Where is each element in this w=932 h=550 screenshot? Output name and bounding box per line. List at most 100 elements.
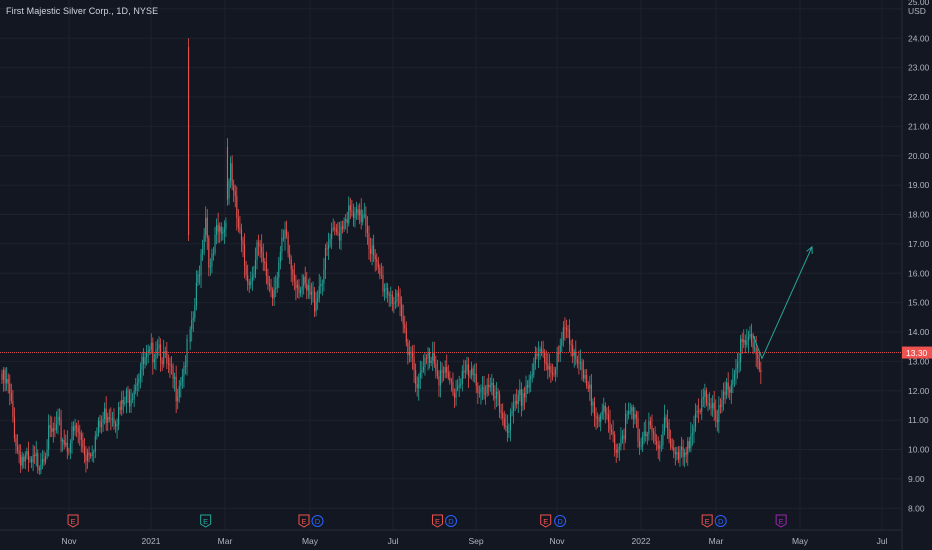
candle-body <box>419 372 421 378</box>
candle-body <box>458 384 460 387</box>
candle-body <box>396 292 398 302</box>
candle-body <box>427 352 429 359</box>
candle-body <box>533 363 535 375</box>
candle-body <box>326 248 328 250</box>
candle-body <box>682 446 684 457</box>
candle-body <box>590 384 592 406</box>
candle-body <box>119 407 121 411</box>
candle-body <box>205 217 207 236</box>
candle-body <box>110 418 112 420</box>
candle-body <box>726 382 728 395</box>
projection-arrow-line <box>752 246 813 360</box>
event-marker-label: E <box>435 517 440 526</box>
candle-body <box>589 384 591 389</box>
candle-body <box>481 386 484 389</box>
candle-body <box>483 386 485 395</box>
candle-body <box>671 446 673 448</box>
dividend-marker[interactable] <box>554 515 567 527</box>
earnings-marker[interactable] <box>540 514 552 528</box>
candle-body <box>520 389 522 406</box>
candle-body <box>111 418 113 420</box>
candle-body <box>502 413 504 418</box>
candle-body <box>492 382 494 397</box>
time-tick-label: 2022 <box>632 536 651 546</box>
candle-body <box>556 352 558 370</box>
candle-body <box>413 357 415 371</box>
candle-body <box>188 47 190 236</box>
candle-body <box>727 382 729 390</box>
candle-body <box>253 274 255 278</box>
candle-body <box>495 391 498 399</box>
candle-body <box>114 423 117 427</box>
candle-body <box>752 342 754 349</box>
candle-body <box>122 399 124 404</box>
candle-body <box>586 374 588 387</box>
candle-body <box>373 245 375 256</box>
candle-body <box>527 385 529 388</box>
candle-body <box>618 446 620 449</box>
candle-body <box>620 438 622 447</box>
candle-body <box>292 269 294 275</box>
candle-body <box>474 373 476 375</box>
price-tick-label: 8.00 <box>908 503 925 513</box>
candle-body <box>272 290 274 299</box>
candle-body <box>604 405 606 414</box>
earnings-marker[interactable] <box>775 514 787 528</box>
candle-body <box>234 191 236 196</box>
candle-body <box>477 385 479 393</box>
earnings-marker[interactable] <box>431 514 443 528</box>
candle-body <box>146 352 148 358</box>
candle-body <box>77 427 79 433</box>
earnings-marker[interactable] <box>701 514 713 528</box>
earnings-marker[interactable] <box>200 514 212 528</box>
candle-body <box>393 303 395 305</box>
candle-body <box>530 376 532 380</box>
dividend-marker[interactable] <box>714 515 727 527</box>
candle-body <box>457 386 459 389</box>
candle-body <box>522 393 524 406</box>
candle-body <box>237 217 239 228</box>
candle-body <box>544 352 546 363</box>
candle-body <box>141 356 143 371</box>
candle-body <box>640 446 642 447</box>
candle-body <box>746 340 748 345</box>
dividend-marker[interactable] <box>445 515 457 527</box>
candle-body <box>80 433 82 440</box>
candle-body <box>29 459 31 461</box>
earnings-marker[interactable] <box>298 514 310 528</box>
candle-body <box>371 245 373 254</box>
candle-body <box>614 434 616 450</box>
candle-body <box>3 369 5 380</box>
candle-body <box>125 390 127 403</box>
candle-body <box>534 353 536 364</box>
candle-body <box>127 390 129 392</box>
time-tick-label: 2021 <box>142 536 161 546</box>
candle-body <box>66 442 68 452</box>
candle-body <box>167 363 169 365</box>
candle-body <box>705 390 707 404</box>
candle-body <box>749 333 751 337</box>
dividend-marker[interactable] <box>311 515 324 527</box>
candle-body <box>240 229 243 241</box>
candle-body <box>677 452 679 460</box>
candle-body <box>96 433 98 437</box>
candle-body <box>757 354 759 359</box>
candle-body <box>506 426 508 433</box>
earnings-marker[interactable] <box>67 514 79 528</box>
candle-body <box>258 242 260 245</box>
candle-body <box>279 251 281 263</box>
candle-body <box>755 347 757 355</box>
candle-body <box>551 372 554 375</box>
candle-body <box>436 371 438 377</box>
candle-body <box>174 376 176 379</box>
candle-body <box>595 416 597 419</box>
candle-body <box>617 448 619 453</box>
candle-body <box>508 430 510 433</box>
candle-body <box>166 351 168 364</box>
candle-body <box>219 226 221 232</box>
candle-body <box>52 428 54 432</box>
candle-body <box>601 411 603 416</box>
candle-body <box>340 226 342 241</box>
candle-body <box>429 352 431 363</box>
